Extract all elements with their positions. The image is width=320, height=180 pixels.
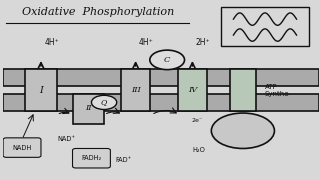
FancyBboxPatch shape: [3, 69, 319, 86]
Text: I: I: [39, 86, 43, 94]
Circle shape: [211, 113, 275, 148]
Text: 4H⁺: 4H⁺: [139, 39, 154, 48]
Circle shape: [92, 95, 117, 109]
Text: H₂O: H₂O: [192, 147, 205, 153]
Text: II: II: [85, 104, 92, 112]
Text: III: III: [131, 86, 140, 94]
Text: IV: IV: [188, 86, 197, 94]
Text: NAD⁺: NAD⁺: [57, 136, 75, 142]
Text: ATP
Synthe-: ATP Synthe-: [265, 84, 292, 96]
Text: Q: Q: [101, 98, 107, 106]
FancyBboxPatch shape: [230, 69, 255, 111]
Text: 4H⁺: 4H⁺: [44, 39, 59, 48]
Text: FAD⁺: FAD⁺: [115, 157, 131, 163]
Text: Oxidative  Phosphorylation: Oxidative Phosphorylation: [22, 7, 174, 17]
Circle shape: [150, 50, 185, 70]
FancyBboxPatch shape: [73, 94, 104, 124]
Text: C: C: [164, 56, 170, 64]
FancyBboxPatch shape: [121, 69, 150, 111]
FancyBboxPatch shape: [73, 148, 110, 168]
Text: 2H⁺: 2H⁺: [196, 39, 210, 48]
Text: FADH₂: FADH₂: [81, 155, 101, 161]
FancyBboxPatch shape: [178, 69, 207, 111]
Text: 2e⁻: 2e⁻: [192, 118, 203, 123]
Text: NADH: NADH: [12, 145, 32, 151]
FancyBboxPatch shape: [25, 69, 57, 111]
FancyBboxPatch shape: [3, 138, 41, 157]
FancyBboxPatch shape: [3, 94, 319, 111]
